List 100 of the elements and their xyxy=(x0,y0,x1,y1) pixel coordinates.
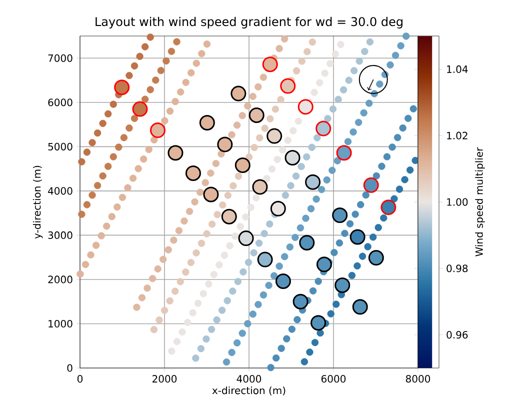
point xyxy=(98,232,105,240)
point xyxy=(277,96,284,104)
point xyxy=(198,240,206,247)
point xyxy=(311,338,319,346)
point xyxy=(369,234,377,241)
point xyxy=(233,339,241,346)
point xyxy=(205,280,212,288)
point xyxy=(390,195,398,202)
point xyxy=(203,40,211,48)
point xyxy=(272,354,280,362)
point xyxy=(192,60,200,67)
point xyxy=(220,252,228,259)
point xyxy=(178,328,186,336)
point xyxy=(248,107,264,123)
point xyxy=(286,243,294,251)
point xyxy=(402,32,410,40)
point xyxy=(157,66,165,74)
point xyxy=(236,222,244,230)
point xyxy=(310,315,326,331)
point xyxy=(160,256,167,263)
point xyxy=(224,192,232,200)
point xyxy=(194,300,202,307)
y-axis-title: y-direction (m) xyxy=(32,166,43,239)
point xyxy=(366,100,373,107)
color-bar-label: 0.98 xyxy=(446,264,468,272)
point xyxy=(82,260,90,268)
point xyxy=(87,251,94,258)
point xyxy=(184,318,192,326)
x-axis-title: x-direction (m) xyxy=(212,386,286,396)
point xyxy=(316,256,332,272)
point xyxy=(292,67,300,74)
point xyxy=(214,210,221,218)
point xyxy=(334,157,342,164)
point xyxy=(306,348,314,356)
point xyxy=(304,48,311,56)
point xyxy=(260,74,268,81)
point xyxy=(156,316,163,324)
point xyxy=(278,146,286,154)
point xyxy=(282,192,290,199)
point xyxy=(406,166,414,174)
point xyxy=(332,300,340,308)
point xyxy=(340,86,348,94)
point xyxy=(284,150,300,166)
point xyxy=(168,348,176,355)
point xyxy=(114,80,130,96)
point xyxy=(126,72,133,80)
point xyxy=(150,136,158,144)
x-tick-label: 6000 xyxy=(321,375,346,383)
point xyxy=(250,249,258,256)
point xyxy=(166,108,174,115)
point xyxy=(334,277,350,293)
point xyxy=(172,98,179,106)
point xyxy=(337,40,344,48)
point xyxy=(280,78,296,94)
point xyxy=(266,220,274,228)
point xyxy=(346,220,354,228)
point xyxy=(238,112,246,120)
point xyxy=(212,160,220,168)
point xyxy=(129,174,137,182)
point xyxy=(308,38,316,46)
point xyxy=(166,297,174,304)
point xyxy=(308,144,316,151)
point xyxy=(170,236,178,244)
chart-title: Layout with wind speed gradient for wd = 30.0 deg xyxy=(96,16,402,28)
point xyxy=(298,162,305,170)
point xyxy=(316,329,324,337)
point xyxy=(202,335,210,343)
point xyxy=(270,272,278,280)
point xyxy=(266,128,282,144)
point xyxy=(150,326,158,334)
point xyxy=(108,212,116,220)
point xyxy=(213,316,220,324)
point xyxy=(360,109,368,116)
point xyxy=(361,48,368,56)
point xyxy=(263,175,270,182)
x-tick-label: 4000 xyxy=(236,375,262,383)
point xyxy=(218,150,225,158)
point xyxy=(202,179,209,186)
point xyxy=(261,124,268,132)
point xyxy=(130,62,138,70)
point xyxy=(265,282,272,289)
point xyxy=(182,268,190,276)
point xyxy=(364,243,372,250)
point xyxy=(99,172,106,180)
point xyxy=(374,224,382,232)
point xyxy=(141,96,149,103)
point xyxy=(242,213,250,221)
point xyxy=(260,291,268,299)
point xyxy=(354,262,361,270)
point xyxy=(283,335,290,342)
point xyxy=(257,252,273,268)
point xyxy=(176,88,184,96)
point xyxy=(396,186,404,193)
point xyxy=(226,242,234,250)
point xyxy=(233,122,241,129)
point xyxy=(249,92,256,100)
point xyxy=(234,172,242,180)
point xyxy=(172,288,179,295)
point xyxy=(284,136,292,144)
x-tick-label: 2000 xyxy=(152,375,177,383)
